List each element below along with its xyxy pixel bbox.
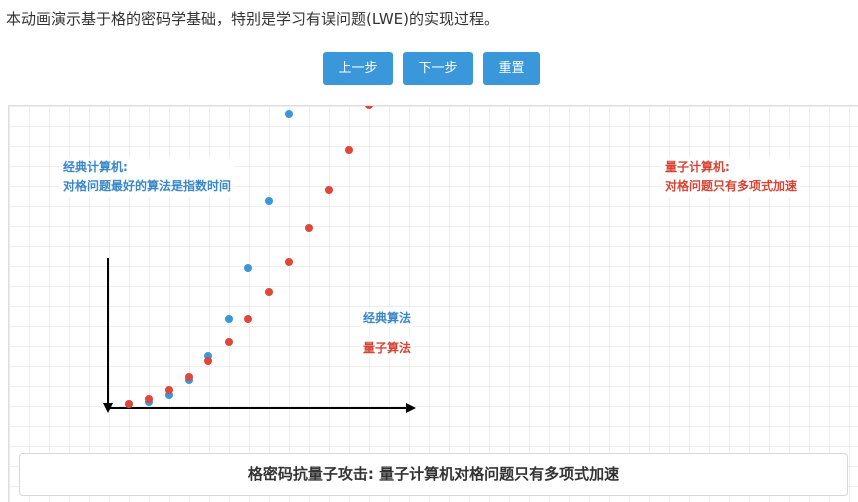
classical-note-text: 对格问题最好的算法是指数时间 [63,179,232,193]
control-bar: 上一步 下一步 重置 [0,52,858,85]
quantum-algorithm-point [185,373,193,381]
quantum-algorithm-point [365,106,373,109]
classical-algorithm-point [285,110,293,118]
stage-caption: 格密码抗量子攻击: 量子计算机对格问题只有多项式加速 [19,453,848,496]
quantum-algorithm-point [165,386,173,394]
quantum-algorithm-point [125,400,133,408]
classical-algorithm-point [265,197,273,205]
quantum-algorithm-point [305,224,313,232]
quantum-algorithm-point [244,315,252,323]
x-axis-arrowhead [406,403,416,413]
quantum-algorithm-point [285,258,293,266]
quantum-note-title: 量子计算机: [665,160,730,174]
quantum-algorithm-point [345,146,353,154]
next-step-button[interactable]: 下一步 [403,52,473,85]
legend-quantum-algorithm: 量子算法 [360,338,415,357]
quantum-algorithm-point [325,186,333,194]
reset-button[interactable]: 重置 [483,52,540,85]
classical-computer-note: 经典计算机: 对格问题最好的算法是指数时间 [59,157,236,197]
quantum-algorithm-point [225,338,233,346]
quantum-algorithm-point [265,288,273,296]
intro-text: 本动画演示基于格的密码学基础，特别是学习有误问题(LWE)的实现过程。 [6,10,499,28]
quantum-algorithm-point [204,357,212,365]
classical-algorithm-point [225,315,233,323]
classical-algorithm-point [244,264,252,272]
legend-classical-algorithm: 经典算法 [360,308,415,327]
quantum-note-text: 对格问题只有多项式加速 [665,179,798,193]
previous-step-button[interactable]: 上一步 [323,52,393,85]
quantum-series [125,106,373,408]
complexity-plot [103,106,416,413]
quantum-computer-note: 量子计算机: 对格问题只有多项式加速 [661,157,802,197]
plot-axes [103,258,416,413]
animation-canvas: 经典计算机: 对格问题最好的算法是指数时间 量子计算机: 对格问题只有多项式加速… [8,105,858,502]
quantum-algorithm-point [145,395,153,403]
classical-note-title: 经典计算机: [63,160,128,174]
